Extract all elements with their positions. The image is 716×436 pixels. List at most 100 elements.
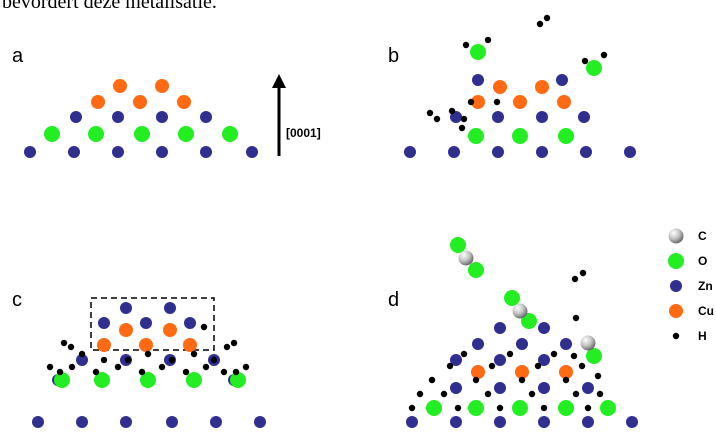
hydrogen-atom (448, 107, 456, 115)
oxygen-atom (586, 60, 602, 76)
hydrogen-atom (460, 350, 468, 358)
zinc-atom (536, 111, 548, 123)
legend-label-o: O (698, 254, 707, 268)
zinc-atom (200, 111, 212, 123)
legend-label-c: C (698, 229, 707, 243)
direction-arrow: [0001] (272, 74, 321, 156)
zinc-atom (156, 146, 168, 158)
zinc-atom (140, 317, 152, 329)
legend-item-zn: Zn (670, 279, 713, 293)
hydrogen-atom (543, 14, 551, 22)
zinc-atom (32, 416, 44, 428)
zinc-atom (68, 146, 80, 158)
hydrogen-atom (242, 363, 250, 371)
copper-atom (97, 338, 111, 352)
oxygen-atom (94, 372, 110, 388)
oxygen-atom (450, 237, 466, 253)
hydrogen-atom (433, 115, 441, 123)
hydrogen-atom (579, 269, 587, 277)
oxygen-atom (468, 128, 484, 144)
hydrogen-atom (570, 352, 578, 360)
oxygen-atom (426, 400, 442, 416)
zinc-atom (450, 382, 462, 394)
hydrogen-atom (562, 376, 570, 384)
hydrogen-atom (578, 362, 586, 370)
zinc-atom (536, 146, 548, 158)
copper-atom (119, 323, 133, 337)
hydrogen-atom (600, 51, 608, 59)
legend-zinc-atom (670, 280, 682, 292)
hydrogen-atom (472, 376, 480, 384)
zinc-atom (120, 302, 132, 314)
panel-b-letter: b (388, 45, 399, 67)
panel-c (32, 302, 266, 428)
zinc-atom (98, 317, 110, 329)
oxygen-atom (468, 400, 484, 416)
oxygen-atom (558, 400, 574, 416)
copper-atom (155, 79, 169, 93)
hydrogen-atom (536, 20, 544, 28)
hydrogen-atom (408, 404, 416, 412)
zinc-atom (406, 416, 418, 428)
hydrogen-atom (518, 376, 526, 384)
zinc-atom (164, 302, 176, 314)
copper-atom (513, 95, 527, 109)
zinc-atom (246, 146, 258, 158)
carbon-atom (512, 303, 528, 319)
zinc-atom (582, 416, 594, 428)
direction-arrow-head (272, 74, 286, 88)
hydrogen-atom (488, 362, 496, 370)
zinc-atom (538, 382, 550, 394)
oxygen-atom (586, 348, 602, 364)
hydrogen-atom (506, 350, 514, 358)
hydrogen-atom (596, 390, 604, 398)
copper-atom (163, 323, 177, 337)
top-caption: bevordert deze metalisatie. (2, 0, 217, 13)
copper-atom (535, 80, 549, 94)
copper-atom (493, 80, 507, 94)
oxygen-atom (558, 128, 574, 144)
hydrogen-atom (584, 404, 592, 412)
hydrogen-atom (454, 404, 462, 412)
copper-atom (139, 338, 153, 352)
zinc-atom (556, 74, 568, 86)
copper-atom (515, 365, 529, 379)
hydrogen-atom (190, 350, 198, 358)
zinc-atom (120, 416, 132, 428)
zinc-atom (494, 416, 506, 428)
hydrogen-atom (446, 362, 454, 370)
zinc-atom (24, 146, 36, 158)
hydrogen-atom (92, 368, 100, 376)
copper-atom (471, 365, 485, 379)
oxygen-atom (600, 400, 616, 416)
hydrogen-atom (138, 368, 146, 376)
hydrogen-atom (144, 350, 152, 358)
hydrogen-atom (572, 390, 580, 398)
zinc-atom (254, 416, 266, 428)
zinc-atom (156, 111, 168, 123)
legend-carbon-atom (668, 228, 684, 244)
hydrogen-atom (528, 390, 536, 398)
oxygen-atom (140, 372, 156, 388)
oxygen-atom (88, 126, 104, 142)
zinc-atom (210, 416, 222, 428)
direction-label: [0001] (286, 126, 321, 140)
hydrogen-atom (426, 109, 434, 117)
hydrogen-atom (462, 41, 470, 49)
zinc-atom (626, 416, 638, 428)
hydrogen-atom (460, 115, 468, 123)
hydrogen-atom (210, 356, 218, 364)
zinc-atom (404, 146, 416, 158)
atoms-layer (24, 14, 638, 428)
oxygen-atom (512, 400, 528, 416)
hydrogen-atom (223, 343, 231, 351)
legend-label-h: H (698, 329, 707, 343)
hydrogen-atom (100, 356, 108, 364)
oxygen-atom (186, 372, 202, 388)
zinc-atom (494, 322, 506, 334)
legend-oxygen-atom (668, 253, 684, 269)
oxygen-atom (178, 126, 194, 142)
panel-c-dashed-box (90, 297, 215, 351)
zinc-atom (516, 338, 528, 350)
